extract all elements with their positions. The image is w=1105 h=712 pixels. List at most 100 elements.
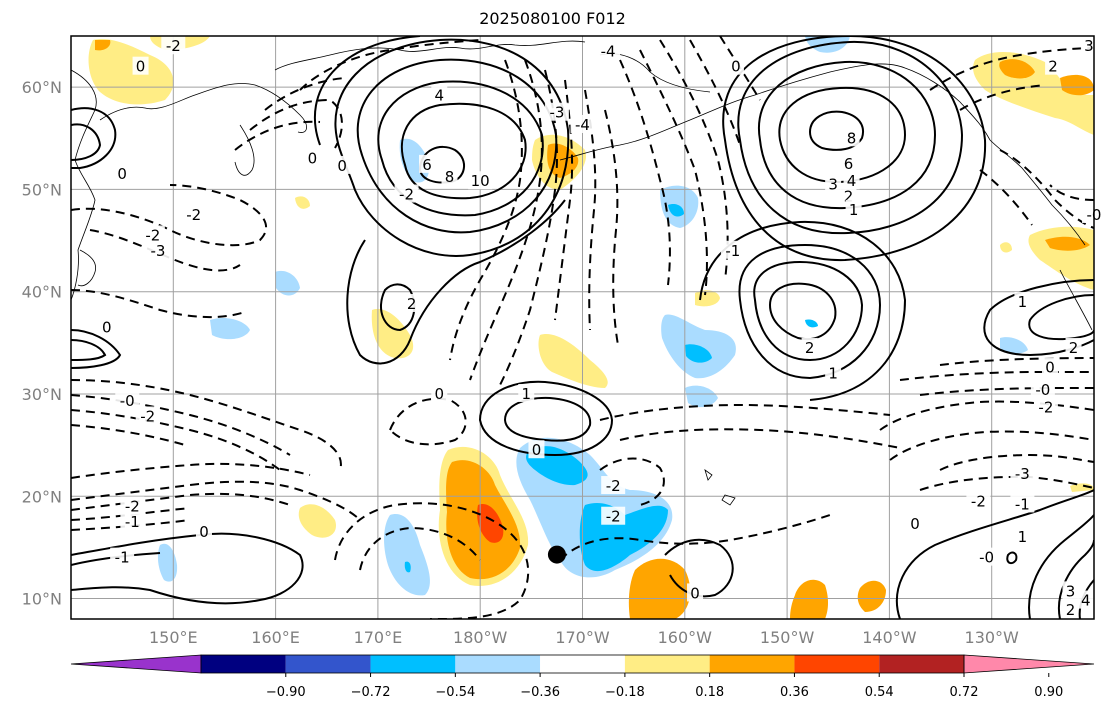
contour-label: -2 bbox=[140, 407, 155, 425]
shaded-fields bbox=[88, 36, 1094, 619]
lon-tick-label: 140°W bbox=[862, 628, 917, 647]
contour-label-bg bbox=[419, 154, 436, 173]
lon-tick-label: 160°W bbox=[658, 628, 713, 647]
colorbar: −0.90 −0.72 −0.54 −0.36 −0.18 0.18 0.36 0.54 0.7… bbox=[70, 654, 1095, 700]
contour-label-bg bbox=[1010, 463, 1035, 482]
contour-label-bg bbox=[1033, 397, 1058, 416]
contour-label: -3 bbox=[549, 104, 564, 122]
positive-area bbox=[857, 580, 886, 612]
contour-label-bg bbox=[181, 204, 206, 223]
contour-label-bg bbox=[431, 85, 448, 104]
location-marker bbox=[547, 545, 566, 564]
negative-area bbox=[210, 318, 250, 340]
contour-label-bg bbox=[845, 199, 862, 218]
negative-area bbox=[668, 204, 684, 217]
contour-label: 2 bbox=[1066, 601, 1076, 619]
colorbar-tick-label: 0.54 bbox=[865, 685, 894, 700]
contour-label-bg bbox=[394, 184, 419, 203]
contour-label: -1 bbox=[125, 513, 140, 531]
contour-label-bg bbox=[1077, 590, 1094, 609]
contour-label-bg bbox=[528, 440, 545, 459]
contour-label-bg bbox=[825, 174, 842, 193]
colorbar-tick-label: 0.72 bbox=[950, 685, 979, 700]
colorbar-tick-label: 0.18 bbox=[695, 685, 724, 700]
positive-area bbox=[790, 579, 829, 619]
contour-label-bg bbox=[195, 522, 212, 541]
contour-label: 0 bbox=[690, 584, 700, 602]
contour-label: 0 bbox=[199, 523, 209, 541]
negative-area bbox=[404, 561, 411, 573]
contour-label: -0 bbox=[979, 549, 994, 567]
lon-tick-label: 150°E bbox=[149, 628, 198, 647]
lat-tick-label: 30°N bbox=[22, 385, 62, 404]
colorbar-segment bbox=[455, 655, 541, 673]
contour-label: 3 bbox=[1066, 582, 1076, 600]
positive-area bbox=[999, 59, 1035, 79]
contour-label: -2 bbox=[1038, 398, 1053, 416]
contour-label-bg bbox=[801, 337, 818, 356]
colorbar-tick-label: −0.54 bbox=[435, 685, 475, 700]
contour-label: -4 bbox=[601, 42, 616, 60]
contour-label: 6 bbox=[422, 156, 432, 174]
contour-label: 3 bbox=[828, 175, 838, 193]
contour-label-bg bbox=[304, 148, 321, 167]
negative-area bbox=[1000, 337, 1028, 354]
lat-tick-label: 40°N bbox=[22, 283, 62, 302]
contour-label: 1 bbox=[849, 201, 859, 219]
contour-label-bg bbox=[601, 476, 626, 495]
negative-area bbox=[685, 385, 718, 408]
positive-area bbox=[1045, 236, 1090, 251]
positive-area bbox=[298, 504, 336, 538]
contour-label-bg bbox=[544, 102, 569, 121]
contour-label: -1 bbox=[1015, 495, 1030, 513]
contour-label-bg bbox=[114, 164, 131, 183]
colorbar-segment bbox=[540, 655, 625, 673]
contour-label-bg bbox=[120, 511, 145, 530]
contour-label-bg bbox=[1010, 494, 1035, 513]
contour-label-bg bbox=[110, 547, 135, 566]
contour-label: 2 bbox=[407, 295, 417, 313]
positive-area bbox=[1000, 242, 1012, 253]
contour-label-bg bbox=[1042, 357, 1059, 376]
lat-lon-grid bbox=[71, 36, 1094, 619]
colorbar-tick-label: 0.90 bbox=[1034, 685, 1063, 700]
contour-label: -2 bbox=[166, 37, 181, 55]
contour-label-bg bbox=[966, 491, 991, 510]
contour-label: 0 bbox=[731, 58, 741, 76]
contour-label: -2 bbox=[606, 477, 621, 495]
positive-area bbox=[1070, 483, 1094, 492]
contour-label: 0 bbox=[910, 515, 920, 533]
contour-label: 2 bbox=[1069, 339, 1079, 357]
coastlines bbox=[71, 40, 1093, 506]
colorbar-tick-label: −0.18 bbox=[605, 685, 645, 700]
contour-label: 4 bbox=[847, 172, 857, 190]
negative-area bbox=[805, 319, 818, 328]
contour-label-bg bbox=[843, 128, 860, 147]
positive-area bbox=[371, 308, 414, 359]
contour-label-bg bbox=[441, 167, 458, 186]
contour-label: -0 bbox=[1035, 381, 1050, 399]
contour-lines bbox=[71, 36, 1094, 619]
lon-tick-label: 130°W bbox=[965, 628, 1020, 647]
positive-area bbox=[538, 334, 608, 388]
contour-label-bg bbox=[334, 155, 351, 174]
contour-label-bg bbox=[825, 363, 842, 382]
negative-area bbox=[275, 270, 300, 296]
contour-label-bg bbox=[1014, 527, 1031, 546]
contour-label-bg bbox=[161, 36, 186, 55]
contour-label-bg bbox=[596, 41, 621, 60]
contour-label-bg bbox=[1080, 36, 1097, 55]
contour-label-bg bbox=[468, 171, 493, 190]
colorbar-frame bbox=[200, 654, 965, 674]
contour-label-bg bbox=[145, 240, 170, 259]
contour-label-bg bbox=[906, 513, 923, 532]
latitude-labels: 60°N 50°N 40°N 30°N 20°N 10°N bbox=[22, 78, 62, 608]
colorbar-segment bbox=[285, 655, 371, 673]
lat-tick-label: 50°N bbox=[22, 180, 62, 199]
contour-label-bg bbox=[120, 496, 145, 515]
contour-label: -2 bbox=[145, 226, 160, 244]
contour-label: 4 bbox=[1081, 592, 1091, 610]
colorbar-segment bbox=[201, 655, 286, 673]
contour-label: -2 bbox=[606, 508, 621, 526]
